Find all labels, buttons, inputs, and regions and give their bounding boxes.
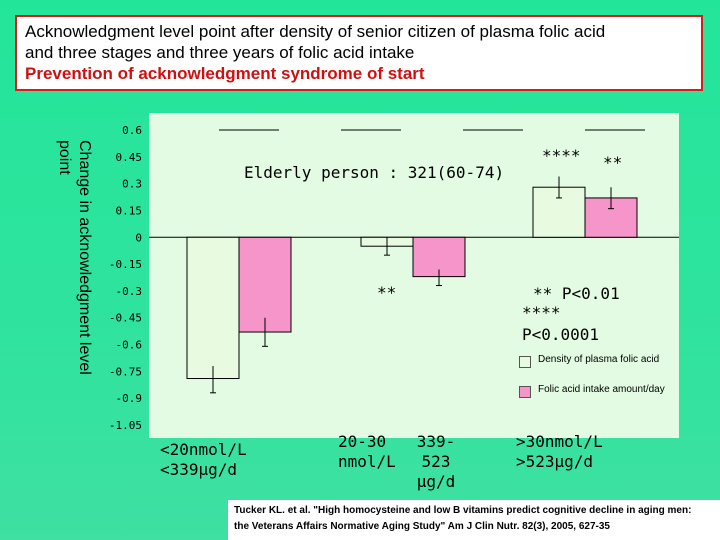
- reference-citation: Tucker KL. et al. "High homocysteine and…: [228, 500, 720, 540]
- category-label-2a: 20-30 nmol/L: [338, 432, 396, 472]
- category-label-2a-line1: 20-30: [338, 432, 387, 451]
- y-tick-label: 0.6: [122, 124, 142, 137]
- category-label-2b-line1: 339-523: [416, 432, 456, 471]
- y-tick-label: -0.3: [116, 285, 143, 298]
- y-axis-title: Change in acknowledgment level point: [56, 140, 93, 375]
- reference-line-1: Tucker KL. et al. "High homocysteine and…: [234, 505, 692, 516]
- category-label-2b-line2: μg/d: [416, 472, 456, 491]
- bar-2-1: [238, 236, 292, 333]
- category-label-1-line2: <339μg/d: [160, 460, 238, 479]
- category-label-3-line2: >523μg/d: [516, 452, 594, 471]
- category-label-1-line1: <20nmol/L: [160, 440, 247, 459]
- chart-subtitle: Elderly person : 321(60-74): [244, 163, 505, 182]
- title-line-3: Prevention of acknowledgment syndrome of…: [25, 64, 425, 83]
- y-tick-label: 0.45: [116, 151, 143, 164]
- y-tick-label: -1.05: [109, 419, 142, 432]
- sig-marker-a: **: [377, 283, 397, 302]
- legend-swatch-2: [519, 386, 531, 398]
- y-tick-label: 0.3: [122, 178, 142, 191]
- category-label-3-line1: >30nmol/L: [516, 432, 603, 451]
- legend-swatch-1: [519, 356, 531, 368]
- bar-1-1: [186, 236, 240, 380]
- y-tick-label: 0.15: [116, 204, 143, 217]
- legend-label-2: Folic acid intake amount/day: [538, 384, 665, 395]
- significance-note-2-p: P<0.0001: [522, 325, 600, 344]
- significance-note-2-stars: ****: [522, 303, 561, 322]
- legend-label-1: Density of plasma folic acid: [538, 354, 660, 365]
- category-label-2b: 339-523 μg/d: [405, 432, 467, 492]
- significance-note-2: **** P<0.0001: [522, 302, 599, 346]
- y-tick-label: -0.75: [109, 365, 142, 378]
- y-tick-label: -0.15: [109, 258, 142, 271]
- reference-line-2: the Veterans Affairs Normative Aging Stu…: [234, 521, 610, 532]
- sig-marker-b: ****: [542, 146, 581, 165]
- y-tick-label: 0: [135, 231, 142, 244]
- y-tick-label: -0.9: [116, 392, 143, 405]
- significance-note-1: ** P<0.01: [533, 284, 620, 303]
- category-label-2a-line2: nmol/L: [338, 452, 396, 471]
- title-line-1: Acknowledgment level point after density…: [25, 22, 606, 41]
- sig-marker-c: **: [603, 153, 623, 172]
- category-label-3: >30nmol/L >523μg/d: [516, 432, 603, 472]
- y-tick-label: -0.45: [109, 312, 142, 325]
- y-tick-label: -0.6: [116, 339, 143, 352]
- category-label-1: <20nmol/L <339μg/d: [160, 440, 247, 480]
- title-box: Acknowledgment level point after density…: [15, 15, 703, 91]
- title-line-2: and three stages and three years of foli…: [25, 43, 415, 62]
